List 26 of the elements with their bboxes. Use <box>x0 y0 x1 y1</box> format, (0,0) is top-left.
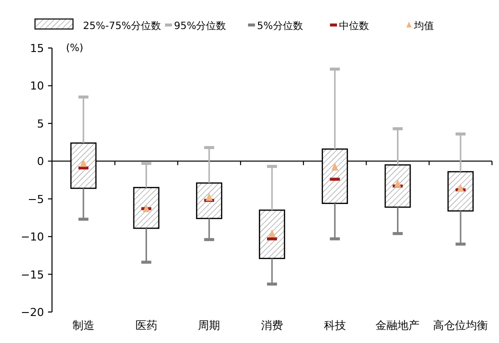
y-tick-label: 5 <box>37 117 44 130</box>
legend-label: 均值 <box>413 20 434 32</box>
y-tick-label: 0 <box>37 155 44 168</box>
x-tick-label: 医药 <box>135 319 158 332</box>
y-tick-label: 15 <box>30 42 44 55</box>
bar <box>196 182 222 220</box>
y-tick-label: −10 <box>20 230 44 244</box>
legend-label: 中位数 <box>339 20 369 32</box>
bar <box>447 171 474 212</box>
x-tick-label: 金融地产 <box>376 319 420 332</box>
x-tick-label: 制造 <box>72 319 94 332</box>
y-axis-title: (%) <box>66 43 84 54</box>
legend-label: 5%分位数 <box>257 20 303 32</box>
bar <box>384 164 411 208</box>
x-tick-label: 高仓位均衡 <box>433 319 488 332</box>
legend-label: 95%分位数 <box>174 20 226 32</box>
x-tick-label: 科技 <box>324 319 346 332</box>
bar <box>258 210 286 260</box>
y-tick-label: −5 <box>28 192 44 206</box>
bar <box>133 186 160 229</box>
y-tick-label: −15 <box>20 268 44 282</box>
legend-label: 25%-75%分位数 <box>83 20 162 32</box>
x-tick-label: 周期 <box>198 319 220 332</box>
y-tick-label: 10 <box>30 80 44 93</box>
y-tick-label: −20 <box>20 306 44 319</box>
x-tick-label: 消费 <box>261 319 283 332</box>
